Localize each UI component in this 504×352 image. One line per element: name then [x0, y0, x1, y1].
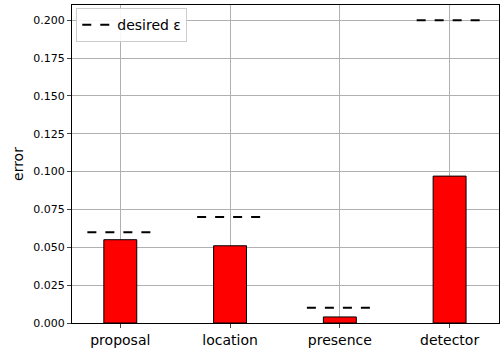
svg-text:0.125: 0.125	[33, 128, 65, 141]
svg-text:0.075: 0.075	[33, 203, 65, 216]
svg-text:0.200: 0.200	[33, 14, 65, 27]
svg-text:0.000: 0.000	[33, 317, 65, 330]
svg-text:error: error	[10, 147, 26, 181]
svg-text:desired ε: desired ε	[117, 17, 181, 33]
svg-text:detector: detector	[420, 332, 479, 348]
svg-text:proposal: proposal	[90, 332, 150, 348]
svg-text:presence: presence	[308, 332, 372, 348]
svg-text:location: location	[202, 332, 258, 348]
svg-text:0.050: 0.050	[33, 241, 65, 254]
svg-text:0.100: 0.100	[33, 165, 65, 178]
svg-text:0.025: 0.025	[33, 279, 65, 292]
svg-text:0.175: 0.175	[33, 52, 65, 65]
svg-text:0.150: 0.150	[33, 90, 65, 103]
